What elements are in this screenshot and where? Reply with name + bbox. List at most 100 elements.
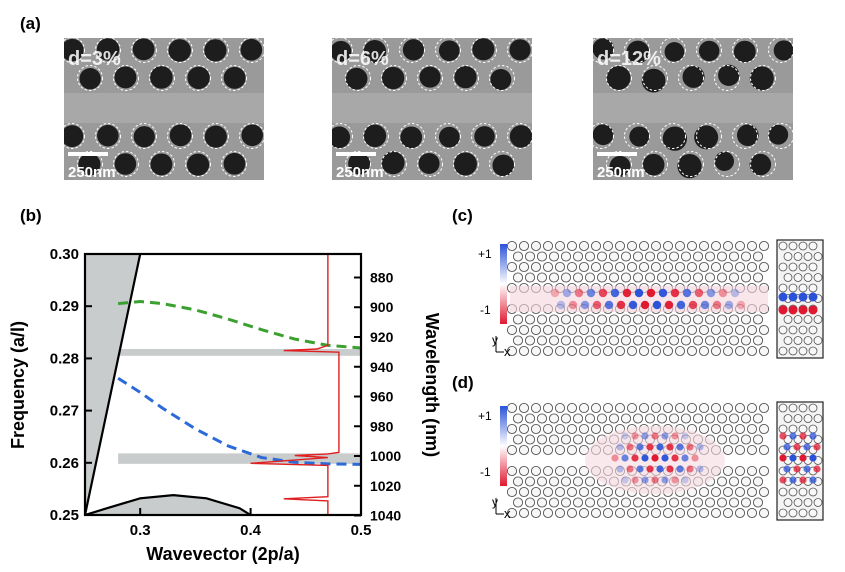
inset-hole bbox=[778, 241, 788, 251]
pc-hole bbox=[680, 314, 692, 325]
pc-hole bbox=[578, 507, 590, 519]
pc-hole bbox=[518, 240, 530, 252]
inset-lobe bbox=[789, 454, 797, 462]
inset-hole bbox=[803, 336, 813, 345]
field-lobe bbox=[681, 476, 689, 484]
pc-hole bbox=[740, 251, 752, 262]
sem-hole bbox=[768, 124, 789, 145]
pc-hole bbox=[596, 413, 608, 424]
pc-hole bbox=[674, 240, 686, 252]
ideal-hole-outline bbox=[77, 65, 103, 91]
pc-hole bbox=[758, 324, 770, 336]
inset-hole bbox=[788, 241, 798, 251]
pc-hole bbox=[734, 261, 746, 273]
field-lobe bbox=[640, 300, 650, 310]
pc-hole bbox=[572, 434, 584, 445]
pc-hole bbox=[656, 251, 668, 262]
pc-hole bbox=[554, 240, 566, 252]
pc-hole bbox=[614, 507, 626, 519]
inset-hole bbox=[813, 273, 823, 282]
sem-hole bbox=[223, 66, 246, 89]
pc-hole bbox=[620, 272, 632, 283]
panel-label-a: (a) bbox=[20, 14, 41, 33]
pc-hole bbox=[746, 486, 758, 498]
pc-hole bbox=[554, 324, 566, 336]
field-lobe bbox=[626, 443, 634, 451]
field-lobe bbox=[616, 443, 624, 451]
pc-hole bbox=[560, 251, 572, 262]
pc-hole bbox=[608, 272, 620, 283]
pc-hole bbox=[608, 413, 620, 424]
inset-hole bbox=[808, 403, 818, 413]
pc-hole bbox=[740, 476, 752, 487]
sem-hole bbox=[79, 68, 101, 90]
pc-hole bbox=[602, 423, 614, 435]
ideal-hole-outline bbox=[417, 65, 443, 91]
ideal-hole-outline bbox=[381, 65, 407, 91]
field-lobe bbox=[636, 465, 644, 473]
inset-hole bbox=[788, 283, 798, 293]
ideal-hole-outline bbox=[345, 151, 371, 177]
inset-lobe bbox=[779, 454, 787, 462]
ideal-hole-outline bbox=[167, 38, 193, 63]
inset-hole bbox=[793, 414, 803, 423]
pc-hole bbox=[560, 497, 572, 508]
pc-hole bbox=[626, 345, 638, 357]
pc-hole bbox=[722, 345, 734, 357]
pc-hole bbox=[602, 486, 614, 498]
pc-hole bbox=[572, 476, 584, 487]
field-lobe bbox=[556, 300, 566, 310]
pc-hole bbox=[722, 240, 734, 252]
pc-hole bbox=[626, 507, 638, 519]
ideal-hole-outline bbox=[435, 123, 461, 149]
pc-hole bbox=[602, 345, 614, 357]
pc-hole bbox=[758, 240, 770, 252]
field-lobe bbox=[636, 443, 644, 451]
field-lobe bbox=[730, 288, 740, 298]
pc-hole bbox=[710, 402, 722, 414]
sem-hole bbox=[714, 151, 735, 171]
sem-hole bbox=[664, 42, 685, 62]
field-lobe bbox=[691, 454, 699, 462]
pc-hole bbox=[734, 324, 746, 336]
inset-hole bbox=[788, 424, 798, 434]
field-lobe bbox=[676, 443, 684, 451]
sem-hole bbox=[64, 125, 84, 148]
pc-hole bbox=[524, 314, 536, 325]
inset-hole bbox=[778, 325, 788, 335]
pc-hole bbox=[512, 272, 524, 283]
sem-hole bbox=[223, 152, 246, 175]
pc-hole bbox=[692, 272, 704, 283]
pc-hole bbox=[722, 324, 734, 336]
pc-hole bbox=[692, 251, 704, 262]
sem-hole bbox=[169, 124, 192, 147]
pc-hole bbox=[554, 345, 566, 357]
field-lobe bbox=[641, 476, 649, 484]
ideal-hole-outline bbox=[714, 151, 740, 177]
pc-hole bbox=[632, 251, 644, 262]
right-tick-label: 1000 bbox=[370, 448, 401, 464]
pc-hole bbox=[512, 251, 524, 262]
pc-hole bbox=[548, 497, 560, 508]
pc-hole bbox=[650, 507, 662, 519]
pc-hole bbox=[614, 240, 626, 252]
pc-hole bbox=[734, 402, 746, 414]
pc-hole bbox=[716, 272, 728, 283]
pc-hole bbox=[692, 314, 704, 325]
sem-hole bbox=[492, 154, 515, 177]
panel-label-d: (d) bbox=[452, 373, 474, 392]
mode-band bbox=[118, 349, 361, 356]
pc-hole bbox=[728, 251, 740, 262]
sem-hole bbox=[749, 153, 772, 176]
field-lobe bbox=[700, 300, 710, 310]
field-lobe bbox=[631, 454, 639, 462]
pc-hole bbox=[704, 497, 716, 508]
ideal-hole-outline bbox=[417, 151, 443, 177]
pc-hole bbox=[536, 335, 548, 346]
right-tick-label: 940 bbox=[370, 359, 394, 375]
pc-hole bbox=[698, 324, 710, 336]
pc-hole bbox=[596, 272, 608, 283]
pc-hole bbox=[686, 402, 698, 414]
ideal-hole-outline bbox=[593, 38, 614, 63]
inset-hole bbox=[793, 252, 803, 261]
